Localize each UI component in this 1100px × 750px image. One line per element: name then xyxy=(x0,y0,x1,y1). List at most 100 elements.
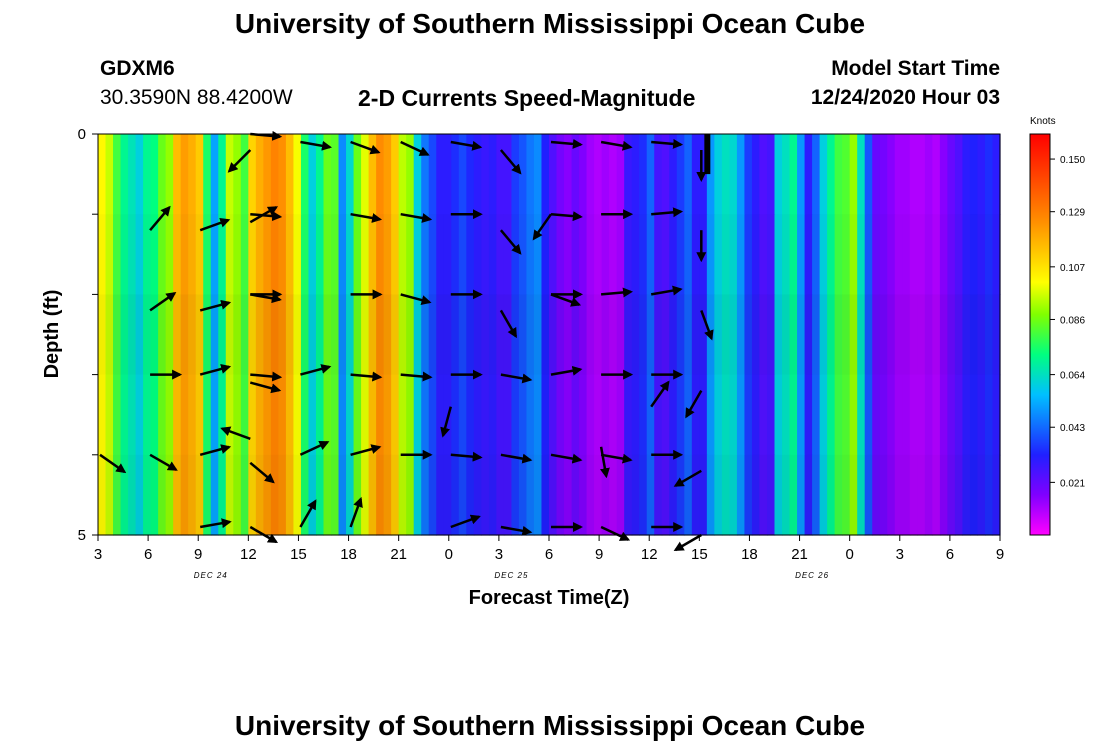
heatmap-cell xyxy=(98,294,107,376)
heatmap-cell xyxy=(180,134,189,215)
heatmap-cell xyxy=(924,134,933,215)
heatmap-cell xyxy=(947,214,956,295)
colorbar-tick-label: 0.129 xyxy=(1060,208,1085,219)
heatmap-cell xyxy=(601,134,610,215)
heatmap-cell xyxy=(526,134,535,215)
heatmap-cell xyxy=(285,294,295,376)
heatmap-cell xyxy=(383,214,392,295)
heatmap-cell xyxy=(413,294,422,376)
heatmap-cell xyxy=(924,374,933,456)
heatmap-cell xyxy=(879,454,888,536)
heatmap-cell xyxy=(240,454,249,536)
heatmap-cell xyxy=(917,374,926,456)
heatmap-cell xyxy=(270,214,279,295)
heatmap-cell xyxy=(549,454,558,536)
heatmap-cell xyxy=(842,214,851,295)
heatmap-cell xyxy=(233,454,242,536)
heatmap-cell xyxy=(436,294,445,376)
heatmap-cell xyxy=(338,294,347,376)
heatmap-cell xyxy=(128,454,137,536)
heatmap-cell xyxy=(473,454,482,536)
heatmap-cell xyxy=(270,454,279,536)
heatmap-cell xyxy=(992,294,1001,376)
heatmap-cell xyxy=(240,374,249,456)
heatmap-cell xyxy=(466,134,475,215)
heatmap-cell xyxy=(766,294,776,376)
heatmap-cell xyxy=(481,454,490,536)
heatmap-cell xyxy=(864,134,873,215)
x-tick-label: 18 xyxy=(340,546,357,563)
heatmap-cell xyxy=(586,134,595,215)
heatmap-cell xyxy=(616,454,625,536)
heatmap-cell xyxy=(173,454,182,536)
heatmap-cell xyxy=(902,294,911,376)
heatmap-cell xyxy=(729,374,738,456)
heatmap-cell xyxy=(436,374,445,456)
heatmap-cell xyxy=(736,294,746,376)
heatmap-cell xyxy=(398,214,407,295)
heatmap-cell xyxy=(383,374,392,456)
heatmap-cell xyxy=(721,134,730,215)
heatmap-cell xyxy=(421,134,430,215)
heatmap-cell xyxy=(827,374,836,456)
x-tick-label: 3 xyxy=(896,546,904,563)
heatmap-cell xyxy=(511,214,520,295)
heatmap-cell xyxy=(150,214,159,295)
heatmap-cell xyxy=(594,214,603,295)
heatmap-cell xyxy=(195,214,204,295)
heatmap-cell xyxy=(849,134,858,215)
heatmap-cell xyxy=(225,374,234,456)
heatmap-cell xyxy=(413,454,422,536)
heatmap-cell xyxy=(661,134,670,215)
x-tick-label: 0 xyxy=(445,546,453,563)
current-vector-arrow xyxy=(149,205,171,232)
heatmap-cell xyxy=(323,294,332,376)
heatmap-cell xyxy=(804,454,813,536)
heatmap-cell xyxy=(962,374,971,456)
heatmap-cell xyxy=(699,294,708,376)
heatmap-cell xyxy=(421,374,430,456)
heatmap-cell xyxy=(225,294,234,376)
heatmap-cell xyxy=(428,454,437,536)
heatmap-cell xyxy=(639,214,648,295)
current-vector-arrow xyxy=(651,207,684,218)
heatmap-cell xyxy=(443,294,452,376)
current-vector-arrow xyxy=(149,453,178,471)
heatmap-cell xyxy=(398,374,407,456)
x-tick-label: 9 xyxy=(194,546,202,563)
heatmap-cell xyxy=(331,214,340,295)
heatmap-cell xyxy=(173,134,182,215)
heatmap-cell xyxy=(639,454,648,536)
footer-title: University of Southern Mississippi Ocean… xyxy=(234,710,866,741)
heatmap-cell xyxy=(391,214,400,295)
heatmap-cell xyxy=(270,374,279,456)
heatmap-cell xyxy=(586,294,595,376)
heatmap-cell xyxy=(849,294,858,376)
heatmap-cell xyxy=(744,214,753,295)
heatmap-cell xyxy=(902,374,911,456)
heatmap-cell xyxy=(346,294,355,376)
plot-title: 2-D Currents Speed-Magnitude xyxy=(358,85,696,111)
heatmap-cell xyxy=(421,294,430,376)
heatmap-cell xyxy=(782,134,791,215)
heatmap-cell xyxy=(827,294,836,376)
heatmap-cell xyxy=(338,134,347,215)
current-vector-arrow xyxy=(532,213,553,241)
current-vector-arrow xyxy=(227,149,252,173)
heatmap-cell xyxy=(984,134,994,215)
heatmap-cell xyxy=(353,294,362,376)
heatmap-cell xyxy=(842,294,851,376)
heatmap-cell xyxy=(128,134,137,215)
heatmap-cell xyxy=(751,454,761,536)
x-tick-label: 9 xyxy=(996,546,1004,563)
heatmap-cell xyxy=(398,294,407,376)
heatmap-cell xyxy=(128,374,137,456)
heatmap-cell xyxy=(308,454,317,536)
current-vector-arrow xyxy=(499,309,517,339)
heatmap-cell xyxy=(105,294,114,376)
heatmap-cell xyxy=(293,294,302,376)
heatmap-cell xyxy=(676,374,685,456)
heatmap-cell xyxy=(691,214,700,295)
y-axis-title: Depth (ft) xyxy=(41,290,63,379)
heatmap-cell xyxy=(992,214,1001,295)
